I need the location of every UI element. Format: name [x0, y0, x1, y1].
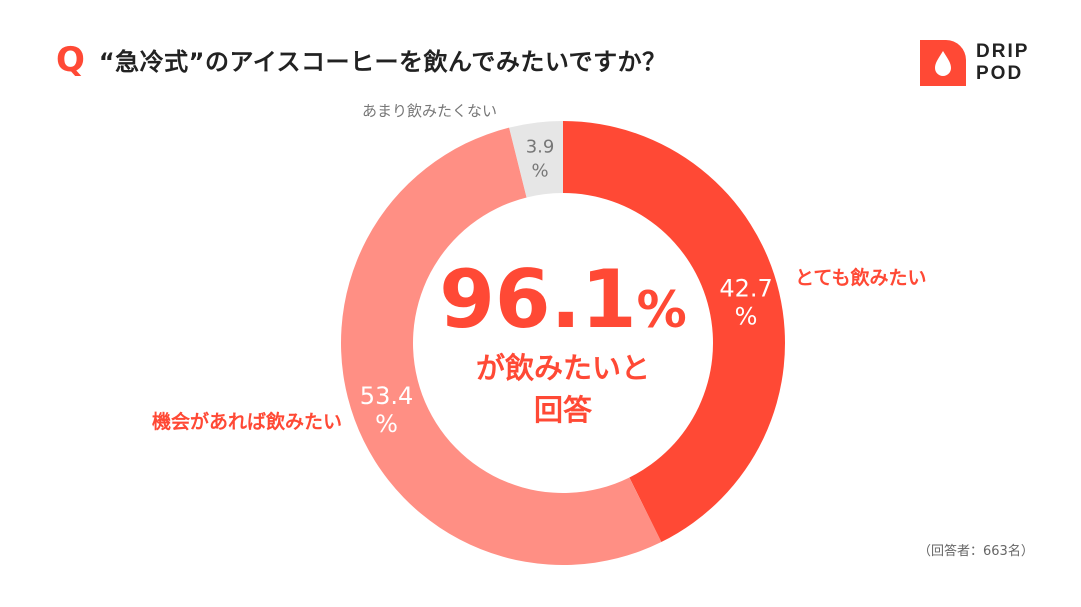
slice-3-value-label: 3.9 — [526, 136, 555, 157]
chart-labels: 42.7% とても飲みたい 53.4% 機会があれば飲みたい 3.9% あまり飲みたくない — [152, 102, 927, 438]
slice-2-wedge — [340, 127, 662, 565]
center-caption-line2: 回答 — [534, 393, 593, 427]
drip-pod-logo-icon — [920, 40, 966, 86]
respondent-count-note: （回答者：663名） — [918, 544, 1034, 559]
slice-2-value-label: 53.4 — [360, 382, 413, 410]
center-total-value: 96.1% — [439, 253, 687, 346]
question-header: Q “急冷式”のアイスコーヒーを飲んでみたいですか？ — [56, 42, 667, 77]
slice-1-value-label: 42.7 — [719, 274, 772, 302]
q-mark: Q — [56, 39, 85, 80]
chart-slices — [340, 121, 785, 565]
slice-1-wedge — [563, 121, 785, 543]
slice-1-value-unit: % — [735, 302, 758, 330]
slice-2-value-unit: % — [375, 410, 398, 438]
slice-3-wedge — [509, 121, 563, 198]
logo-text-line1: DRIP — [976, 41, 1030, 62]
center-total-unit: % — [637, 281, 687, 339]
center-total-number: 96.1 — [439, 253, 636, 346]
chart-center: 96.1% が飲みたいと 回答 — [439, 253, 687, 427]
slice-2-category-label: 機会があれば飲みたい — [152, 410, 342, 433]
brand-logo: DRIP POD — [920, 40, 1029, 86]
slice-3-category-label: あまり飲みたくない — [362, 102, 497, 120]
question-text: “急冷式”のアイスコーヒーを飲んでみたいですか？ — [98, 48, 667, 76]
center-caption-line1: が飲みたいと — [476, 351, 650, 385]
logo-text-line2: POD — [976, 63, 1024, 84]
slice-3-value-unit: % — [531, 160, 548, 181]
slice-1-category-label: とても飲みたい — [795, 266, 926, 289]
